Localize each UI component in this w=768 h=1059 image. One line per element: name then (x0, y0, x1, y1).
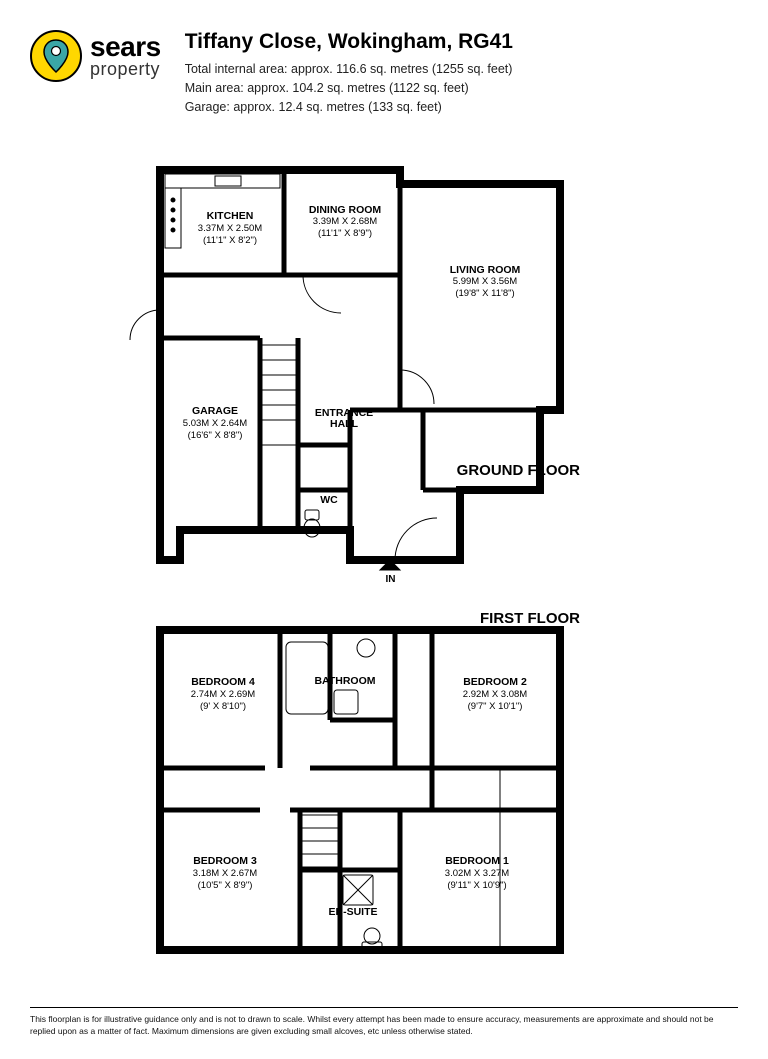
label-bed2: BEDROOM 2 2.92M X 3.08M (9'7" X 10'1") (450, 676, 540, 713)
in-label: IN (378, 574, 403, 585)
logo-text: sears property (90, 34, 161, 78)
label-bathroom: BATHROOM (300, 675, 390, 688)
header-info: Tiffany Close, Wokingham, RG41 Total int… (185, 30, 513, 116)
property-title: Tiffany Close, Wokingham, RG41 (185, 30, 513, 54)
logo-pin-icon (30, 30, 82, 82)
label-dining: DINING ROOM 3.39M X 2.68M (11'1" X 8'9") (300, 205, 390, 240)
label-bed3: BEDROOM 3 3.18M X 2.67M (10'5" X 8'9") (180, 855, 270, 892)
brand-bottom: property (90, 61, 161, 78)
area-total: Total internal area: approx. 116.6 sq. m… (185, 60, 513, 79)
area-main: Main area: approx. 104.2 sq. metres (112… (185, 79, 513, 98)
header: sears property Tiffany Close, Wokingham,… (30, 30, 738, 116)
logo: sears property (30, 30, 161, 82)
label-wc: WC (314, 494, 344, 507)
label-garage: GARAGE 5.03M X 2.64M (16'6" X 8'8") (170, 405, 260, 442)
label-kitchen: KITCHEN 3.37M X 2.50M (11'1" X 8'2") (185, 210, 275, 247)
label-living: LIVING ROOM 5.99M X 3.56M (19'8" X 11'8"… (430, 265, 540, 300)
label-hall: ENTRANCE HALL (304, 408, 384, 430)
brand-top: sears (90, 34, 161, 61)
label-bed4: BEDROOM 4 2.74M X 2.69M (9' X 8'10") (178, 676, 268, 713)
floorplan-area: KITCHEN 3.37M X 2.50M (11'1" X 8'2") DIN… (0, 150, 768, 1010)
first-floor-label: FIRST FLOOR (460, 610, 580, 627)
ground-floor-label: GROUND FLOOR (450, 462, 580, 479)
label-ensuite: EN-SUITE (318, 906, 388, 919)
label-bed1: BEDROOM 1 3.02M X 3.27M (9'11" X 10'9") (432, 855, 522, 892)
disclaimer: This floorplan is for illustrative guida… (30, 1007, 738, 1037)
area-garage: Garage: approx. 12.4 sq. metres (133 sq.… (185, 98, 513, 117)
